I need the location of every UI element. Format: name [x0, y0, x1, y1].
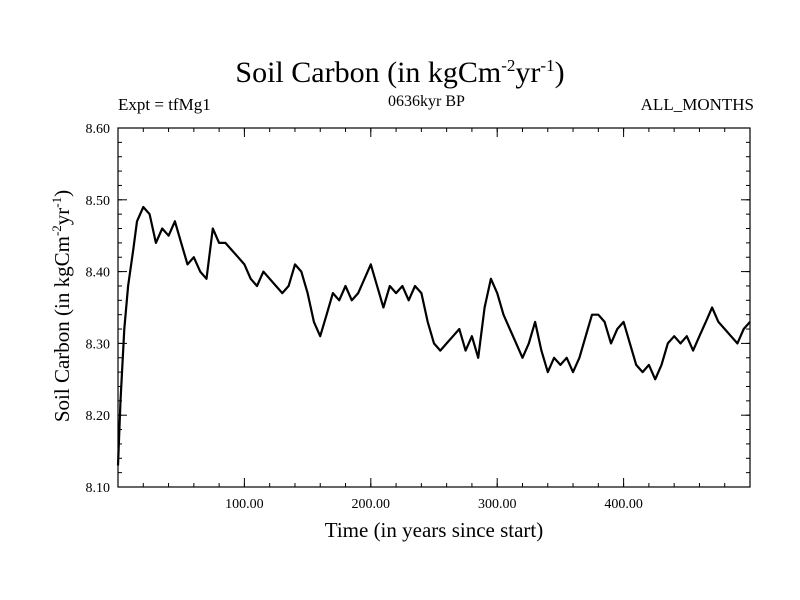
x-tick-label: 400.00 [604, 497, 643, 512]
y-axis-label-exp1: -2 [49, 225, 64, 237]
series-line [116, 205, 751, 466]
x-tick-label: 200.00 [352, 497, 391, 512]
chart-title-main: Soil Carbon (in kgCm [235, 56, 502, 89]
y-tick-label: 8.40 [86, 266, 111, 281]
x-axis-label: Time (in years since start) [324, 518, 544, 542]
x-tick-label: 300.00 [478, 497, 517, 512]
chart-title-exp2: -1 [540, 56, 555, 75]
y-tick-label: 8.50 [86, 194, 111, 209]
period-label: 0636kyr BP [388, 93, 465, 110]
y-tick-label: 8.20 [86, 409, 111, 424]
y-axis-label-exp2: -1 [49, 196, 64, 208]
chart-title-end: ) [554, 56, 565, 89]
months-label: ALL_MONTHS [640, 95, 754, 114]
y-axis-label-mid: yr [50, 207, 74, 226]
y-axis-label: Soil Carbon (in kgCm-2yr-1) [49, 190, 75, 422]
axis-ticks: 8.10 8.20 8.30 8.40 8.50 8.60 100.00 200.00 300.… [86, 122, 750, 512]
y-axis-label-main: Soil Carbon (in kgCm [50, 236, 74, 423]
plot-frame [117, 127, 751, 488]
y-tick-label: 8.60 [86, 122, 111, 137]
x-tick-label: 100.00 [225, 497, 264, 512]
y-tick-label: 8.10 [86, 481, 111, 496]
chart-title: Soil Carbon (in kgCm-2yr-1) [0, 56, 800, 90]
chart-title-mid: yr [515, 56, 541, 89]
experiment-label: Expt = tfMg1 [118, 95, 211, 114]
y-axis-label-end: ) [50, 189, 74, 197]
y-tick-label: 8.30 [86, 337, 111, 352]
chart-title-exp1: -2 [501, 56, 516, 75]
